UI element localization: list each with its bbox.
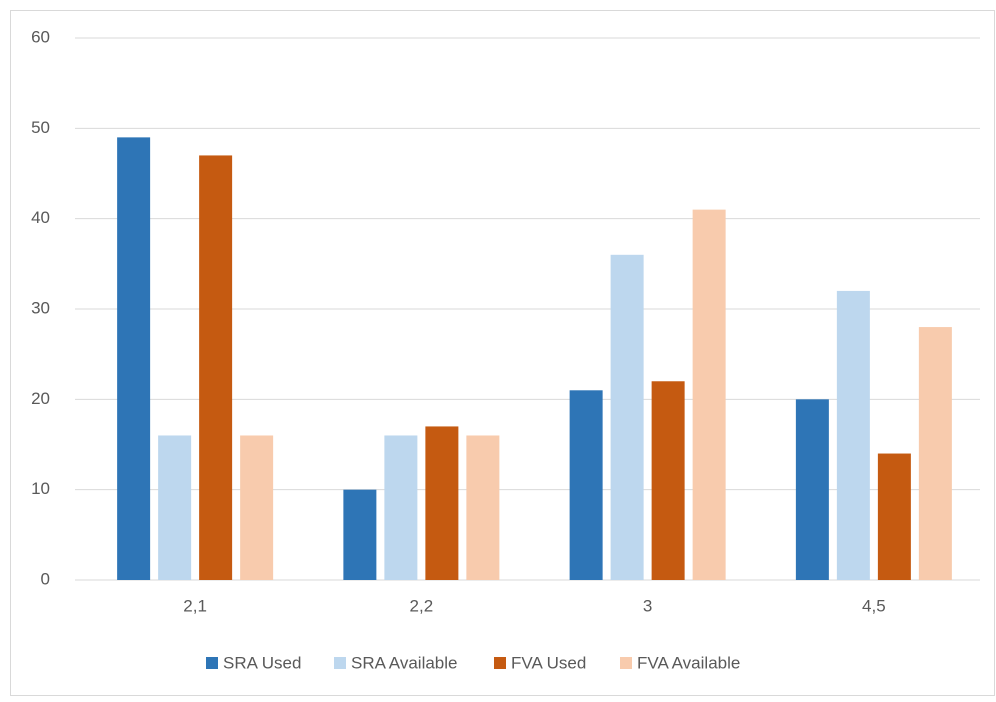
legend-swatch	[206, 657, 218, 669]
chart-border	[10, 10, 995, 696]
bar	[158, 435, 192, 580]
legend-label: SRA Available	[351, 653, 457, 672]
legend-label: FVA Used	[511, 653, 586, 672]
y-tick-label: 40	[31, 208, 50, 227]
legend-label: SRA Used	[223, 653, 301, 672]
bar	[610, 254, 644, 581]
legend-label: FVA Available	[637, 653, 740, 672]
bar	[117, 137, 151, 580]
bar	[466, 435, 500, 580]
y-tick-label: 50	[31, 118, 50, 137]
x-tick-label: 4,5	[862, 596, 886, 615]
bar	[569, 390, 603, 580]
legend-swatch	[494, 657, 506, 669]
y-tick-label: 20	[31, 389, 50, 408]
bar	[199, 155, 233, 580]
x-tick-label: 2,2	[410, 596, 434, 615]
bar	[343, 489, 377, 580]
y-tick-label: 0	[41, 569, 50, 588]
bar	[240, 435, 274, 580]
legend-swatch	[334, 657, 346, 669]
bar	[836, 290, 870, 580]
bar	[651, 381, 685, 580]
y-tick-label: 10	[31, 479, 50, 498]
bar	[918, 327, 952, 580]
y-tick-label: 30	[31, 298, 50, 317]
bar	[795, 399, 829, 580]
x-tick-label: 3	[643, 596, 652, 615]
x-tick-label: 2,1	[183, 596, 207, 615]
bar	[692, 209, 726, 580]
y-tick-label: 60	[31, 27, 50, 46]
bar	[425, 426, 459, 580]
bar	[877, 453, 911, 580]
bar	[384, 435, 418, 580]
legend-swatch	[620, 657, 632, 669]
